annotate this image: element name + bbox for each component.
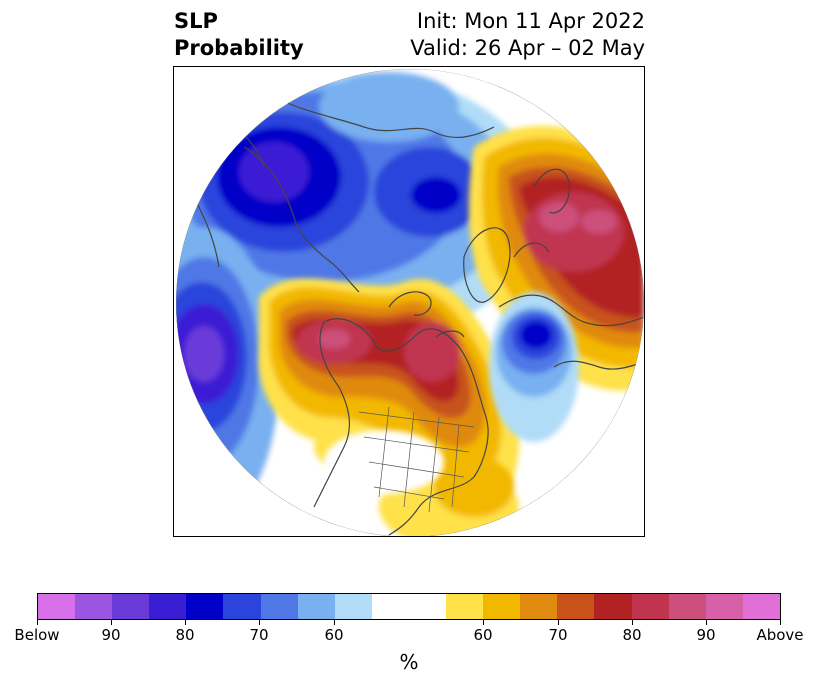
colorbar-swatch-below-8 <box>297 594 335 619</box>
below-anomaly-arctic <box>176 72 544 342</box>
colorbar-tick-below-60: 60 <box>324 626 344 644</box>
colorbar-swatch-above-1 <box>446 594 484 619</box>
colorbar-swatch-above-2 <box>483 594 521 619</box>
coastlines <box>193 96 644 536</box>
colorbar-tick-below-90: 90 <box>101 626 121 644</box>
colorbar-swatch-above-7 <box>668 594 706 619</box>
title-init-date: Init: Mon 11 Apr 2022 <box>416 9 645 33</box>
title-variable: SLP <box>174 9 218 33</box>
colorbar-tick-above-80: 80 <box>622 626 642 644</box>
below-anomaly-north-atlantic <box>489 292 579 442</box>
colorbar-swatch-below-3 <box>112 594 150 619</box>
colorbar-tickmark <box>259 620 260 625</box>
colorbar-swatch-above-6 <box>631 594 669 619</box>
neutral-region-us <box>324 430 444 494</box>
colorbar-tickmark <box>111 620 112 625</box>
colorbar-swatch-neutral <box>371 594 447 619</box>
colorbar-swatch-above-3 <box>520 594 558 619</box>
polar-map <box>173 66 645 537</box>
colorbar-tickmark <box>706 620 707 625</box>
colorbar-tickmark <box>632 620 633 625</box>
colorbar-unit-label: % <box>399 650 419 674</box>
title-valid-range: Valid: 26 Apr – 02 May <box>410 36 645 60</box>
colorbar-tickmark <box>37 620 38 625</box>
colorbar-tickmark <box>334 620 335 625</box>
colorbar-swatch-below-1 <box>38 594 76 619</box>
map-title-right: Init: Mon 11 Apr 2022 Valid: 26 Apr – 02… <box>410 8 645 62</box>
colorbar-swatch-below-7 <box>260 594 298 619</box>
colorbar-tickmark <box>185 620 186 625</box>
map-title-left: SLP Probability <box>174 8 304 62</box>
colorbar-tick-below-70: 70 <box>249 626 269 644</box>
colorbar-tickmark <box>483 620 484 625</box>
above-anomaly-north-america <box>258 278 520 517</box>
colorbar-swatch-below-5 <box>186 594 224 619</box>
map-canvas <box>176 69 644 536</box>
colorbar-swatch-above-5 <box>594 594 632 619</box>
colorbar-tickmark <box>558 620 559 625</box>
colorbar-swatch-below-4 <box>149 594 187 619</box>
colorbar-tick-above-60: 60 <box>473 626 493 644</box>
colorbar-tick-below: Below <box>14 626 60 644</box>
colorbar-swatch-above-4 <box>557 594 595 619</box>
colorbar-swatch-above-8 <box>705 594 743 619</box>
state-borders <box>358 406 475 513</box>
colorbar-tickmark <box>780 620 781 625</box>
colorbar-swatch-below-2 <box>75 594 113 619</box>
colorbar-swatch-above-9 <box>742 594 780 619</box>
colorbar <box>37 593 781 620</box>
colorbar-tick-below-80: 80 <box>175 626 195 644</box>
colorbar-swatch-below-6 <box>223 594 261 619</box>
colorbar-tick-above-90: 90 <box>696 626 716 644</box>
title-quantity: Probability <box>174 36 304 60</box>
colorbar-tick-above: Above <box>756 626 804 644</box>
colorbar-swatch-below-9 <box>334 594 372 619</box>
colorbar-tick-above-70: 70 <box>548 626 568 644</box>
